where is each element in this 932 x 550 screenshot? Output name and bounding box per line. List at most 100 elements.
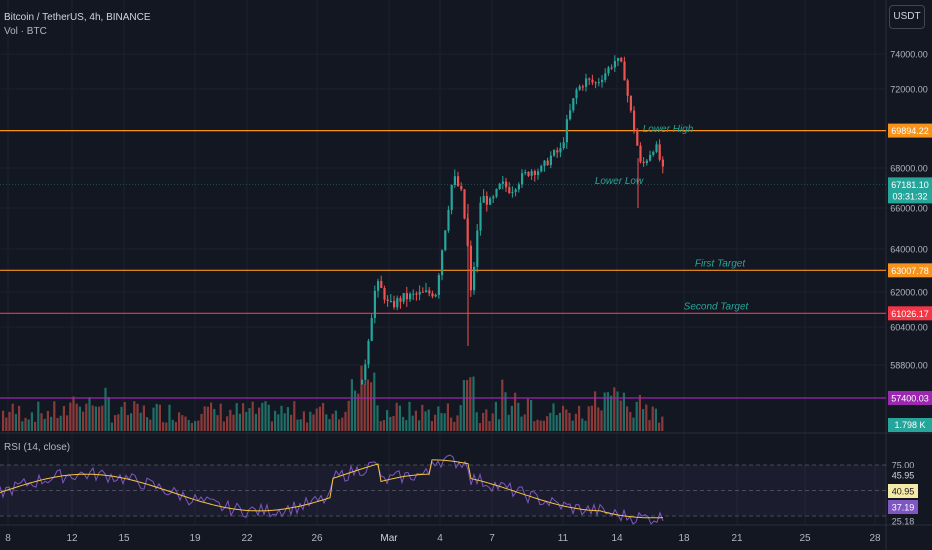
volume-bar	[107, 396, 110, 431]
volume-bar	[146, 417, 149, 431]
volume-bar	[254, 413, 257, 431]
rsi-axis-badge	[888, 500, 918, 514]
volume-bar	[405, 420, 408, 431]
candle-body	[581, 86, 584, 88]
price-tick-label: 64000.00	[890, 245, 928, 255]
candle-body	[607, 67, 610, 74]
volume-bar	[344, 411, 347, 431]
candle-body	[565, 119, 568, 143]
volume-bar	[597, 407, 600, 431]
candle-body	[604, 73, 607, 80]
volume-bar	[267, 404, 270, 431]
candle-body	[572, 98, 575, 111]
candle-body	[620, 57, 623, 62]
volume-bar	[98, 406, 101, 431]
currency-button[interactable]: USDT	[889, 5, 925, 29]
candle-body	[383, 288, 386, 300]
volume-bar	[443, 413, 446, 431]
candle-body	[482, 196, 485, 203]
price-tick-label: 60400.00	[890, 323, 928, 333]
candle-body	[450, 184, 453, 211]
volume-bar	[2, 410, 5, 431]
candle-body	[498, 183, 501, 190]
candle-body	[617, 57, 620, 61]
volume-bar	[603, 392, 606, 431]
candle-body	[409, 293, 412, 300]
level-price-label: 61026.17	[891, 309, 929, 319]
candle-body	[591, 79, 594, 83]
volume-bar	[258, 407, 261, 431]
volume-bar	[418, 420, 421, 431]
level-price-label: 63007.78	[891, 266, 929, 276]
volume-bar	[270, 421, 273, 431]
volume-bar	[488, 421, 491, 431]
volume-bar	[190, 422, 193, 431]
annotation-lower-high: Lower High	[643, 124, 694, 135]
volume-bar	[341, 417, 344, 431]
candle-body	[508, 187, 511, 193]
volume-bar	[578, 405, 581, 431]
candle-body	[492, 196, 495, 199]
candle-body	[505, 181, 508, 188]
candle-body	[556, 150, 559, 153]
volume-bar	[158, 404, 161, 431]
candle-body	[473, 266, 476, 291]
candle-body	[601, 79, 604, 83]
candle-body	[402, 293, 405, 302]
candle-body	[389, 300, 392, 302]
volume-bar	[370, 382, 373, 431]
volume-bar	[558, 412, 561, 431]
candle-body	[524, 172, 527, 174]
volume-bar	[232, 414, 235, 431]
candle-body	[370, 317, 373, 341]
candle-body	[578, 86, 581, 90]
volume-bar	[338, 419, 341, 431]
volume-bar	[334, 410, 337, 431]
candle-body	[361, 379, 364, 385]
level-price-badge	[888, 390, 932, 405]
candle-body	[364, 364, 367, 380]
candle-body	[479, 202, 482, 231]
volume-bar	[635, 401, 638, 431]
volume-bar	[53, 401, 56, 431]
volume-bar	[72, 396, 75, 431]
volume-bar	[206, 406, 209, 431]
volume-bar	[658, 422, 661, 431]
volume-bar	[280, 405, 283, 431]
volume-bar	[584, 420, 587, 431]
volume-bar	[210, 402, 213, 431]
price-tick-label: 74000.00	[890, 50, 928, 60]
candle-body	[521, 173, 524, 185]
volume-bar	[238, 413, 241, 431]
volume-bar	[88, 397, 91, 431]
volume-bar	[382, 420, 385, 431]
volume-bar	[430, 421, 433, 431]
volume-bar	[40, 413, 43, 431]
volume-bar	[434, 414, 437, 431]
volume-last-label: 1.798 K	[894, 420, 925, 430]
volume-bar	[552, 403, 555, 431]
volume-bar	[235, 403, 238, 431]
volume-bar	[178, 412, 181, 431]
volume-bar	[30, 412, 33, 431]
price-tick-label: 72000.00	[890, 85, 928, 95]
candle-body	[447, 210, 450, 231]
volume-bar	[632, 417, 635, 431]
volume-bar	[606, 392, 609, 431]
volume-bar	[114, 415, 117, 431]
candle-body	[463, 189, 466, 219]
volume-bar	[293, 401, 296, 431]
volume-bar	[203, 406, 206, 431]
volume-bar	[194, 421, 197, 431]
volume-bar	[478, 422, 481, 431]
volume-bar	[530, 400, 533, 431]
candle-body	[652, 151, 655, 155]
volume-bar	[37, 401, 40, 431]
candle-body	[553, 150, 556, 156]
volume-bar	[590, 405, 593, 431]
candle-body	[434, 294, 437, 297]
volume-bar	[200, 413, 203, 431]
volume-bar	[363, 384, 366, 431]
volume-bar	[315, 408, 318, 431]
